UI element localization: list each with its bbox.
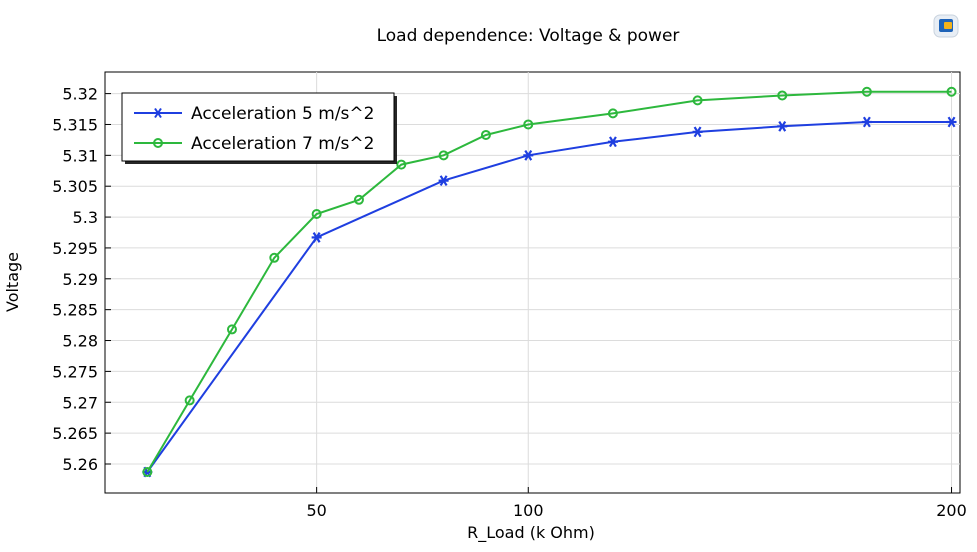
data-point xyxy=(523,119,534,130)
data-point xyxy=(523,149,534,161)
y-tick-label: 5.265 xyxy=(52,424,98,443)
data-point xyxy=(269,252,280,263)
data-point xyxy=(311,232,322,243)
data-point xyxy=(861,116,872,128)
x-tick-label: 50 xyxy=(306,501,326,520)
data-point xyxy=(692,126,703,138)
data-point xyxy=(777,120,788,132)
data-point xyxy=(142,467,153,478)
data-point xyxy=(184,395,195,406)
data-point xyxy=(861,86,872,97)
data-point xyxy=(480,129,491,140)
data-point xyxy=(353,194,364,205)
y-tick-label: 5.27 xyxy=(62,393,98,412)
y-tick-label: 5.295 xyxy=(52,239,98,258)
data-point xyxy=(946,116,957,128)
y-axis-title: Voltage xyxy=(3,252,22,312)
legend: Acceleration 5 m/s^2 Acceleration 7 m/s^… xyxy=(121,92,397,164)
data-point xyxy=(396,159,407,170)
data-point xyxy=(438,150,449,161)
y-tick-label: 5.28 xyxy=(62,332,98,351)
legend-label-series-1: Acceleration 5 m/s^2 xyxy=(191,104,374,124)
y-tick-label: 5.315 xyxy=(52,115,98,134)
legend-box xyxy=(121,92,395,162)
series-2 xyxy=(142,86,957,478)
axis-ticks: 5.26 5.265 5.27 5.275 5.28 5.285 5.29 5.295 5.3 5… xyxy=(52,85,967,520)
series-group xyxy=(142,86,957,478)
chart-title: Load dependence: Voltage & power xyxy=(377,26,680,46)
data-point xyxy=(946,86,957,97)
y-tick-label: 5.305 xyxy=(52,177,98,196)
legend-entry-series-1: Acceleration 5 m/s^2 xyxy=(134,104,374,124)
y-tick-label: 5.29 xyxy=(62,270,98,289)
data-point xyxy=(226,324,237,335)
data-point xyxy=(607,136,618,148)
x-tick-label: 100 xyxy=(513,501,544,520)
y-tick-label: 5.26 xyxy=(62,455,98,474)
x-tick-label: 200 xyxy=(936,501,967,520)
data-point xyxy=(607,108,618,119)
x-axis-title: R_Load (k Ohm) xyxy=(467,523,595,543)
legend-marker-asterisk-icon xyxy=(153,107,163,119)
y-tick-label: 5.31 xyxy=(62,146,98,165)
legend-marker-circle-icon xyxy=(153,138,163,148)
y-tick-label: 5.32 xyxy=(62,85,98,104)
y-tick-label: 5.3 xyxy=(73,208,98,227)
y-tick-label: 5.285 xyxy=(52,301,98,320)
series-2-line xyxy=(146,90,952,473)
data-point xyxy=(777,90,788,101)
legend-entry-series-2: Acceleration 7 m/s^2 xyxy=(134,134,374,154)
y-tick-label: 5.275 xyxy=(52,362,98,381)
data-point xyxy=(311,208,322,219)
data-point xyxy=(438,175,449,187)
data-point xyxy=(692,95,703,106)
app-logo-icon xyxy=(933,14,959,38)
legend-label-series-2: Acceleration 7 m/s^2 xyxy=(191,134,374,154)
